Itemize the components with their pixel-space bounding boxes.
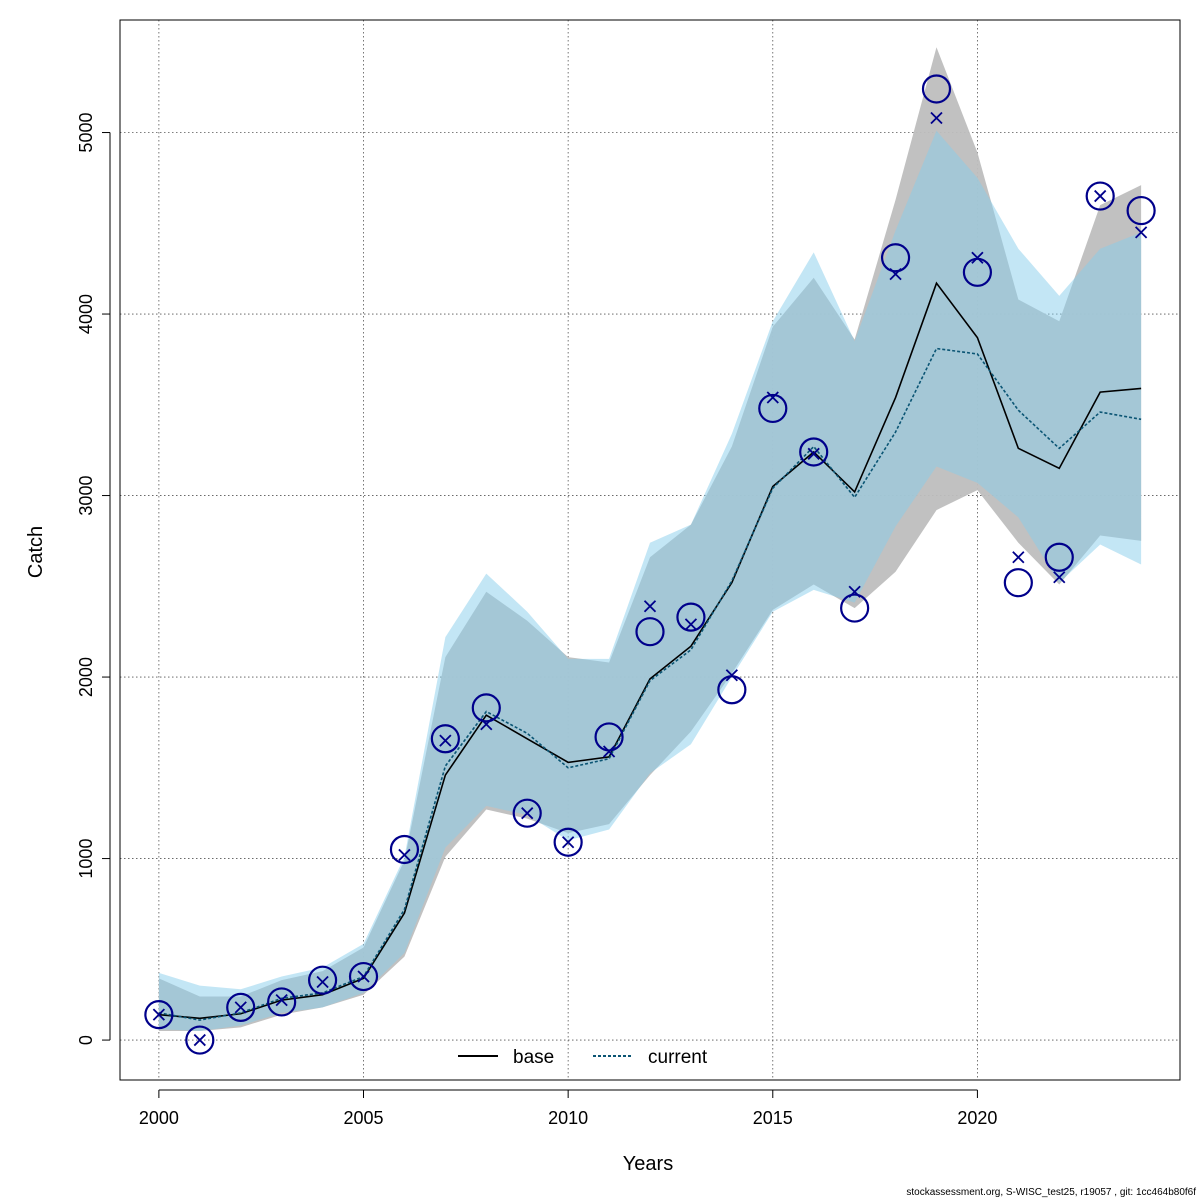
plot-frame (119, 19, 1181, 1081)
expected-point (643, 600, 657, 613)
observed-point (799, 437, 829, 467)
expected-point (971, 251, 984, 264)
x-tick-label: 2015 (753, 1108, 793, 1128)
x-axis-title: Years (623, 1153, 673, 1175)
footer-note: stockassessment.org, S-WISC_test25, r190… (906, 1187, 1196, 1198)
legend-label-current: current (648, 1047, 708, 1068)
expected-point (152, 1008, 166, 1021)
legend: base current (458, 1047, 708, 1068)
y-tick-label: 1000 (76, 839, 96, 879)
expected-point (930, 111, 943, 125)
observed-point (512, 798, 542, 828)
expected-point (602, 745, 616, 758)
grid (120, 20, 1180, 1080)
y-tick-label: 0 (76, 1035, 96, 1045)
x-tick-label: 2010 (548, 1108, 588, 1128)
expected-point (766, 391, 779, 404)
confidence-band-current (158, 130, 1142, 1031)
observed-point (348, 961, 379, 992)
observed-point (144, 1000, 174, 1030)
observed-point (430, 724, 460, 754)
expected-point (234, 1001, 247, 1014)
x-axis: 2000 2005 2010 2015 2020 (139, 1089, 997, 1128)
expected-point (562, 836, 575, 849)
expected-point (684, 618, 698, 631)
expected-point (439, 734, 452, 747)
expected-point (398, 848, 411, 862)
observed-point (307, 965, 338, 995)
expected-point (889, 267, 902, 281)
observed-point (553, 827, 583, 857)
expected-point (521, 807, 534, 820)
y-tick-label: 3000 (76, 476, 96, 516)
y-tick-label: 2000 (76, 657, 96, 697)
expected-point (193, 1033, 206, 1047)
observed-points (144, 74, 1156, 1055)
confidence-band-base (158, 47, 1142, 1031)
expected-points (152, 111, 1148, 1047)
legend-label-base: base (513, 1047, 554, 1068)
observed-point (267, 987, 297, 1017)
observed-point (921, 74, 952, 104)
y-tick-label: 5000 (76, 113, 96, 153)
expected-point (848, 585, 861, 598)
expected-point (316, 975, 329, 989)
expected-point (275, 994, 288, 1007)
observed-point (471, 693, 501, 723)
observed-point (758, 393, 788, 424)
observed-point (1085, 181, 1115, 211)
expected-point (480, 718, 493, 731)
observed-point (1003, 568, 1033, 598)
y-axis-title: Catch (25, 526, 47, 578)
y-tick-label: 4000 (76, 294, 96, 334)
observed-point (1044, 542, 1074, 572)
expected-point (1012, 551, 1025, 564)
observed-point (226, 992, 256, 1022)
expected-point (1134, 226, 1148, 239)
observed-point (840, 593, 870, 623)
expected-point (357, 970, 370, 983)
observed-point (389, 834, 420, 865)
x-tick-label: 2020 (957, 1108, 997, 1128)
expected-point (1053, 571, 1066, 584)
observed-point (880, 243, 911, 273)
observed-point (1126, 195, 1156, 226)
expected-point (725, 669, 738, 682)
expected-point (1094, 189, 1107, 203)
observed-point (635, 617, 665, 647)
expected-point (807, 447, 820, 460)
x-tick-label: 2005 (343, 1108, 383, 1128)
observed-point (185, 1025, 215, 1055)
y-axis: 0 1000 2000 3000 4000 5000 (76, 113, 111, 1045)
confidence-bands (158, 47, 1142, 1031)
x-tick-label: 2000 (139, 1108, 179, 1128)
observed-point (676, 602, 706, 632)
